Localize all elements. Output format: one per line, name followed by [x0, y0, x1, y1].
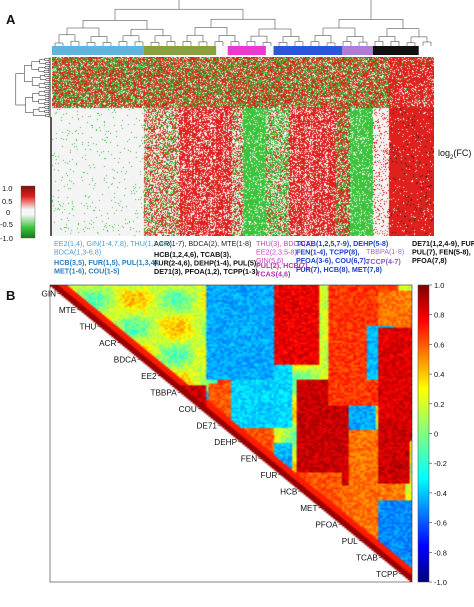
group-bar-segment	[216, 46, 228, 55]
group-bar-segment	[52, 46, 144, 55]
cluster-annotation-line: DE71(3), PFOA(1,2), TCPP(1-3)	[154, 267, 258, 276]
cluster-annotation-line: PUL(2), HCB(7),	[256, 261, 310, 270]
group-bar-segment	[143, 46, 217, 55]
panel-b-label: B	[6, 288, 15, 303]
cluster-annotation-line: TBBPA(1-8)	[366, 247, 404, 256]
colorbar-tick-label: -0.2	[434, 459, 447, 468]
fc-scale-ticks: 1.0 0.5 0 -0.5 -1.0	[0, 184, 13, 243]
cluster-annotation-line: HCB(3,5), FUR(1,5), PUL(1,3,4),	[54, 258, 159, 267]
group-bar-segment	[342, 46, 373, 55]
chemical-label: COU	[179, 405, 197, 414]
cluster-annotation-line: PFOA(3-6), COU(6,7),	[296, 256, 368, 265]
chemical-label: TCPP	[376, 570, 398, 579]
colorbar-tick-label: -1.0	[434, 578, 447, 587]
group-bar-segment	[372, 46, 419, 55]
cluster-annotation-line: FEN(1-4), TCPP(8),	[296, 248, 360, 257]
chemical-label: TBBPA	[150, 388, 177, 397]
cluster-annotations: EE2(1,4), GIN(1-4,7,8), THU(1,2,4-8),BDC…	[54, 239, 474, 279]
fc-tick: -1.0	[0, 234, 13, 243]
colorbar-tick-label: -0.6	[434, 519, 447, 528]
chemical-label: ACR	[99, 339, 116, 348]
correlation-frame	[49, 284, 413, 583]
group-bar-segment	[227, 46, 266, 55]
chemical-label: PFOA	[315, 520, 338, 529]
chemical-label: MET	[300, 504, 317, 513]
chemical-label: BDCA	[114, 355, 137, 364]
cluster-annotation-line: HCB(1,2,4,6), TCAB(3),	[154, 250, 231, 259]
chemical-label: DE71	[196, 421, 217, 430]
fc-tick: 0.5	[2, 197, 12, 206]
colorbar-tick-label: 0.8	[434, 311, 444, 320]
cluster-annotation-line: MET(1-6), COU(1-5)	[54, 267, 120, 276]
fc-axis-label: log2(FC)	[438, 148, 471, 161]
colorbar-tick-label: 0	[434, 430, 438, 439]
colorbar-ticks: 1.0 0.8 0.6 0.4 0.2 0 -0.2 -0.4 -0.6 -0.8 -1.0	[429, 281, 447, 587]
group-bar-segment	[273, 46, 343, 55]
correlation-cells	[50, 285, 412, 582]
chemical-label: FUR	[260, 471, 277, 480]
group-color-bar	[52, 46, 419, 55]
fc-color-scale	[20, 185, 36, 239]
cluster-annotation-line: BDCA(1,3-6,8)	[54, 248, 101, 257]
cluster-annotation-line: TCAS(4,6)	[256, 270, 291, 279]
dendrogram-branches	[54, 0, 432, 46]
correlation-colorbar	[417, 284, 430, 583]
cluster-annotation-line: ACR(1-7), BDCA(2), MTE(1-8)	[154, 239, 251, 248]
fc-tick: -0.5	[0, 220, 13, 229]
colorbar-tick-label: -0.8	[434, 548, 447, 557]
dendrogram-branches	[15, 57, 51, 118]
chemical-label: DEHP	[214, 438, 237, 447]
panel-a-label: A	[6, 12, 16, 27]
colorbar-tick-label: 1.0	[434, 281, 444, 290]
cluster-annotation-line: FUR(7), HCB(8), MET(7,8)	[296, 265, 382, 274]
correlation-heatmap	[49, 284, 413, 583]
row-dendrogram	[15, 57, 52, 236]
colorbar-tick-label: 0.2	[434, 400, 444, 409]
cluster-annotation-line: PUL(7), FEN(5-8),	[412, 248, 471, 257]
column-dendrogram	[54, 0, 432, 46]
cluster-annotation-line: THU(3), BDCA(7),	[256, 239, 314, 248]
chemical-label: HCB	[280, 487, 298, 496]
chemical-label: PUL	[342, 537, 358, 546]
cluster-annotation-line: PFOA(7,8)	[412, 256, 447, 265]
cluster-annotation-line: EE2(1,4), GIN(1-4,7,8), THU(1,2,4-8),	[54, 239, 174, 248]
chemical-label: TCAB	[356, 553, 378, 562]
colorbar-tick-label: 0.4	[434, 370, 444, 379]
fc-tick: 1.0	[2, 184, 12, 193]
colorbar-tick-label: -0.4	[434, 489, 447, 498]
fold-change-heatmap	[52, 57, 434, 236]
chemical-label: THU	[79, 322, 96, 331]
chemical-label: GIN	[41, 289, 56, 298]
chemical-label: MTE	[59, 306, 77, 315]
fc-tick: 0	[6, 208, 10, 217]
heatmap-cells	[52, 57, 434, 236]
cluster-annotation-line: FUR(2-4,6), DEHP(1-4), PUL(5),	[154, 259, 258, 268]
chemical-label: EE2	[141, 372, 157, 381]
cluster-annotation-line: TCCP(4-7)	[366, 257, 401, 266]
cluster-annotation-line: GIN(5,6)	[256, 256, 284, 265]
chemical-label: FEN	[241, 454, 257, 463]
cluster-annotation-line: EE2(2,3,5-8),	[256, 248, 299, 257]
group-bar-segment	[265, 46, 274, 55]
cluster-annotation-line: TCAB(1,2,5,7-9), DEHP(5-8)	[296, 239, 389, 248]
colorbar-tick-label: 0.6	[434, 340, 444, 349]
cluster-annotation-line: DE71(1,2,4-9), FUR(8),	[412, 239, 474, 248]
